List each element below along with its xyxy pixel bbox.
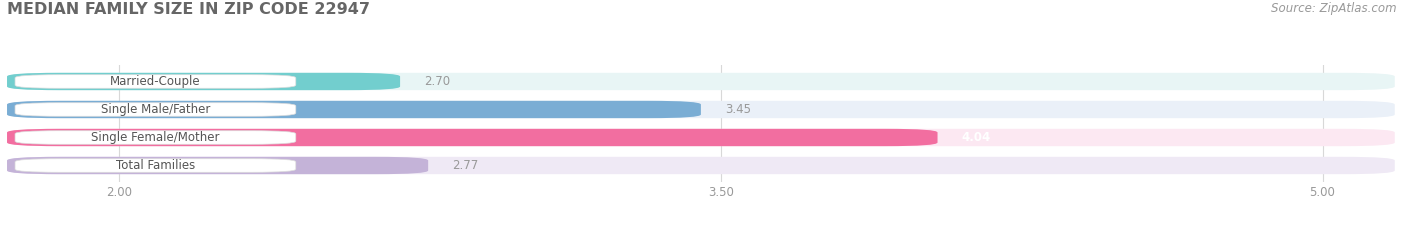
Text: Single Male/Father: Single Male/Father <box>101 103 209 116</box>
Text: Married-Couple: Married-Couple <box>110 75 201 88</box>
FancyBboxPatch shape <box>15 103 295 116</box>
FancyBboxPatch shape <box>7 73 401 90</box>
FancyBboxPatch shape <box>7 101 1395 118</box>
Text: Source: ZipAtlas.com: Source: ZipAtlas.com <box>1271 2 1396 15</box>
Text: 2.70: 2.70 <box>425 75 450 88</box>
Text: 4.04: 4.04 <box>962 131 991 144</box>
Text: Single Female/Mother: Single Female/Mother <box>91 131 219 144</box>
Text: 2.77: 2.77 <box>453 159 478 172</box>
FancyBboxPatch shape <box>7 157 1395 174</box>
Text: 3.45: 3.45 <box>725 103 751 116</box>
FancyBboxPatch shape <box>7 101 702 118</box>
FancyBboxPatch shape <box>15 131 295 144</box>
FancyBboxPatch shape <box>15 75 295 88</box>
FancyBboxPatch shape <box>7 157 429 174</box>
FancyBboxPatch shape <box>7 129 1395 146</box>
FancyBboxPatch shape <box>7 129 938 146</box>
Text: MEDIAN FAMILY SIZE IN ZIP CODE 22947: MEDIAN FAMILY SIZE IN ZIP CODE 22947 <box>7 2 370 17</box>
FancyBboxPatch shape <box>15 159 295 172</box>
Text: Total Families: Total Families <box>115 159 195 172</box>
FancyBboxPatch shape <box>7 73 1395 90</box>
